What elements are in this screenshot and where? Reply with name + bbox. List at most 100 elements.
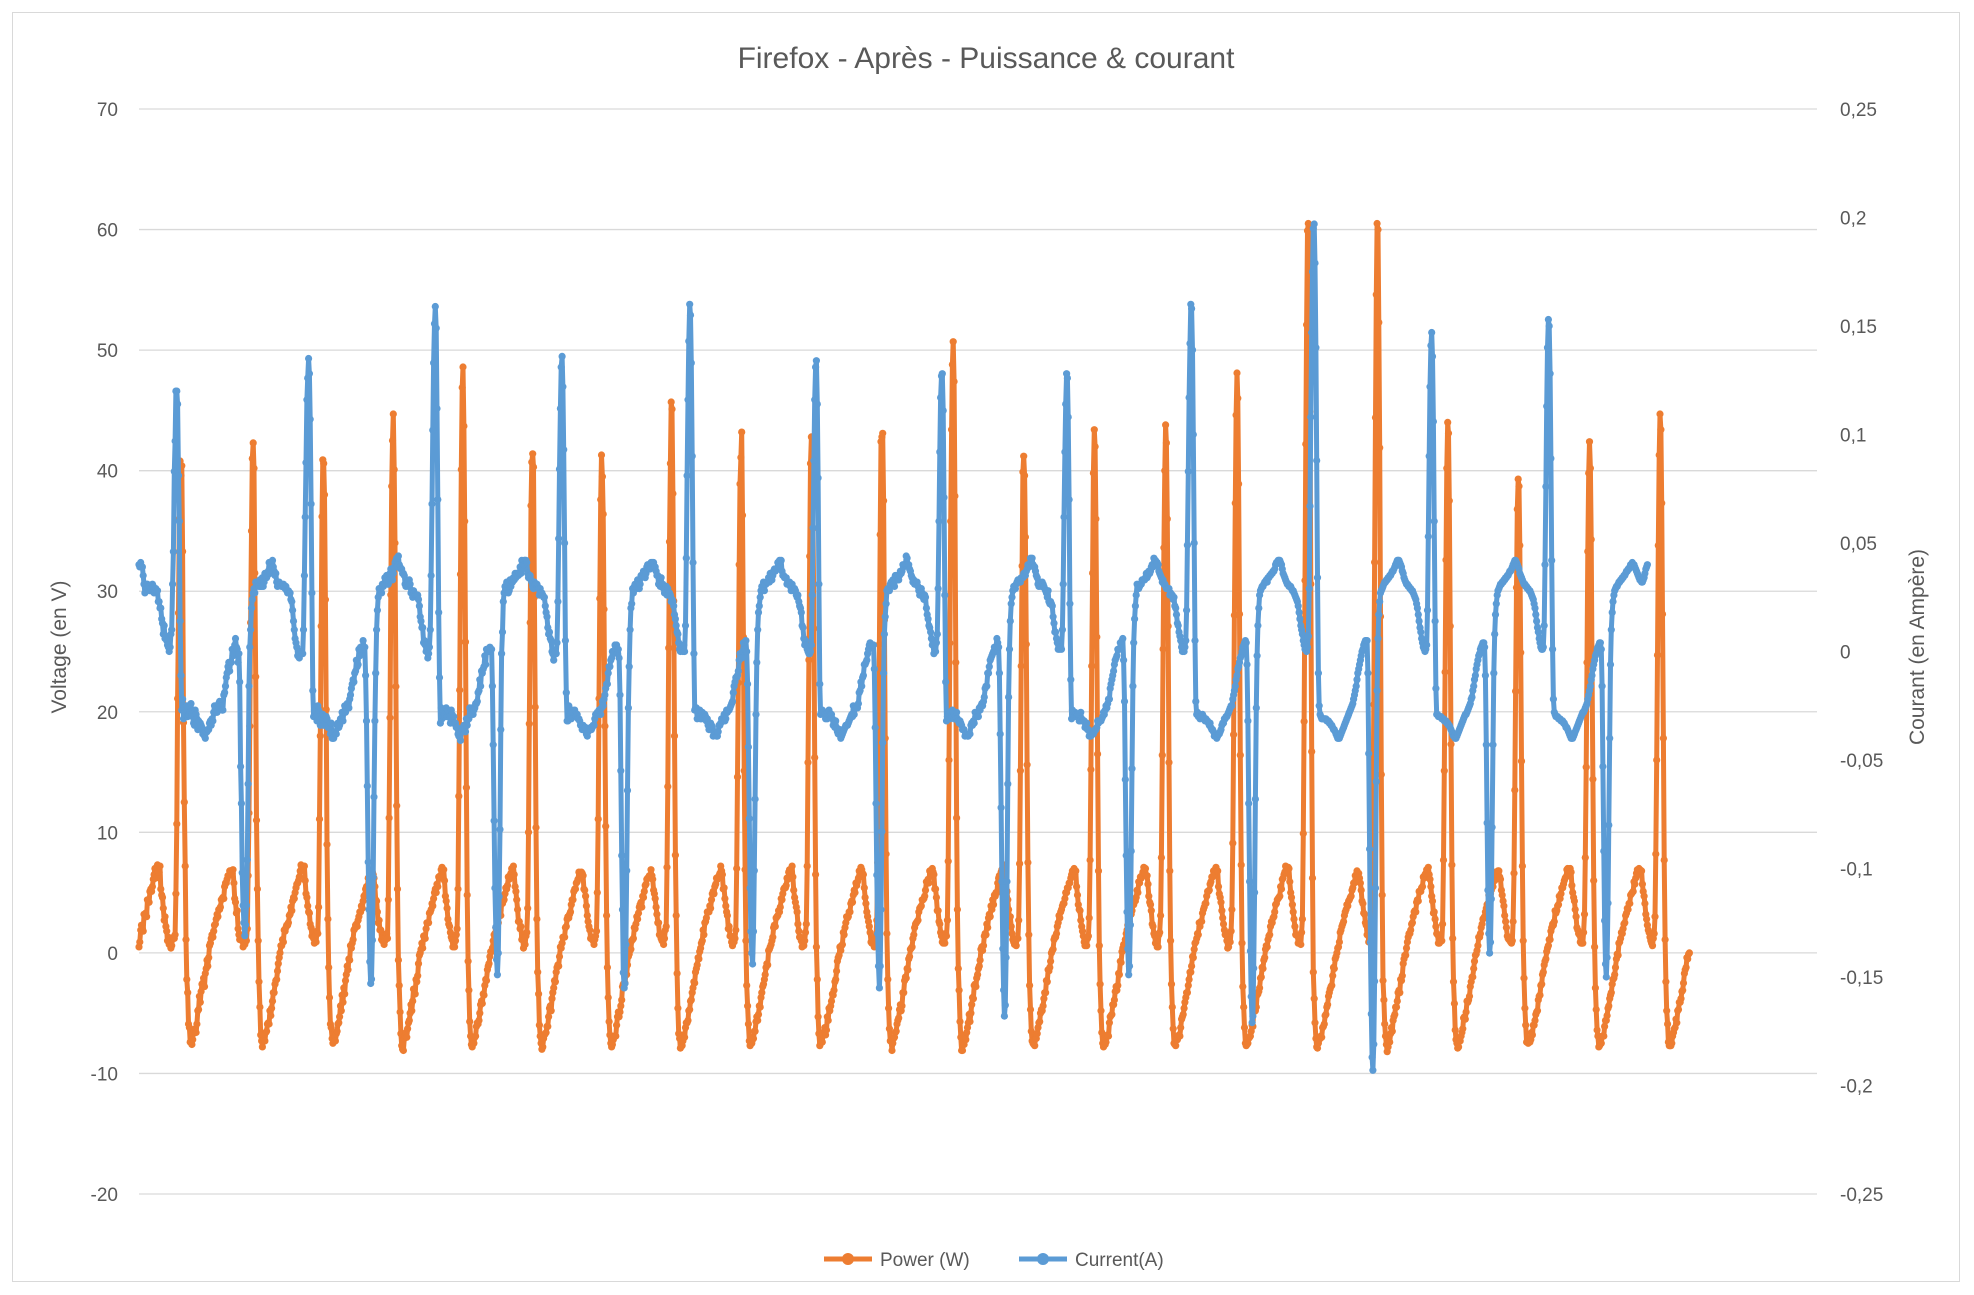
data-point [1379,977,1387,985]
data-point [1598,682,1606,690]
data-point [561,933,569,941]
data-point [674,1004,682,1012]
data-point [1441,668,1449,676]
data-point [833,967,841,975]
data-point [1414,897,1422,905]
data-point [932,647,940,656]
data-point [1611,963,1620,972]
data-point [1601,960,1610,968]
data-point [173,820,181,828]
data-point [446,922,454,931]
data-point [136,938,144,946]
data-point [1462,1008,1470,1016]
data-point [498,628,507,636]
data-point [1402,944,1411,952]
data-point [180,798,188,806]
data-point [1654,541,1662,550]
data-point [665,644,673,652]
data-point [243,856,251,864]
data-point [740,767,748,775]
data-point [341,990,349,998]
data-point [771,922,779,931]
data-point [1408,919,1416,927]
data-point [802,920,810,928]
data-point [327,719,335,727]
data-point [827,997,836,1005]
data-point [1476,930,1484,938]
data-point [440,866,448,874]
data-point [1309,968,1317,976]
data-point [1652,850,1660,858]
data-point [794,591,802,599]
data-point [395,981,403,990]
data-point [838,940,847,949]
data-point [639,893,648,902]
data-point [1086,856,1094,864]
data-point [1065,496,1073,504]
data-point [612,1032,620,1040]
data-point [543,613,551,621]
data-point [389,569,397,578]
data-point [1653,756,1661,764]
data-point [1304,632,1312,640]
data-point [321,596,329,604]
data-point [1470,682,1478,690]
data-point [1596,639,1604,647]
data-point [373,908,381,916]
data-point [246,643,254,651]
data-point [1554,901,1563,909]
data-point [1015,916,1023,924]
data-point [1533,617,1541,625]
data-point [435,608,443,617]
data-point [1308,328,1316,337]
data-point [1218,907,1226,915]
data-point [1440,767,1448,775]
data-point [749,960,757,968]
data-point [1412,908,1420,916]
data-point [1531,604,1539,612]
data-point [1202,899,1210,908]
data-point [664,782,672,791]
data-point [1144,880,1152,888]
data-point [761,971,769,979]
data-point [356,652,364,660]
data-point [394,552,402,560]
data-point [1043,978,1051,986]
data-point [300,571,308,580]
data-point [1050,619,1058,627]
data-point [1568,881,1576,890]
data-point [793,908,801,916]
data-point [669,490,677,498]
data-point [559,383,567,391]
data-point [1246,877,1254,886]
data-point [373,626,381,634]
data-point [1091,443,1099,451]
data-point [1430,908,1438,916]
data-point [1131,615,1139,623]
data-point [1072,867,1080,875]
data-point [1007,600,1015,608]
data-point [748,949,756,957]
data-point [1461,1015,1469,1023]
data-point [491,884,499,892]
data-point [1261,954,1269,962]
data-point [638,903,646,911]
data-point [1073,891,1082,899]
data-point [238,869,246,877]
data-point [1592,1005,1600,1014]
data-point [1487,895,1495,903]
data-point [174,472,183,480]
data-point [1418,883,1427,891]
data-point [954,965,962,973]
data-point [995,669,1004,677]
data-point [1347,892,1355,900]
data-point [1517,649,1525,657]
data-point [895,1014,903,1022]
left-tick-label: -10 [91,1064,118,1085]
data-point [1602,973,1610,981]
data-point [617,1002,625,1010]
data-point [1417,628,1425,636]
data-point [1110,667,1118,675]
data-point [1509,917,1517,926]
data-point [743,647,751,656]
